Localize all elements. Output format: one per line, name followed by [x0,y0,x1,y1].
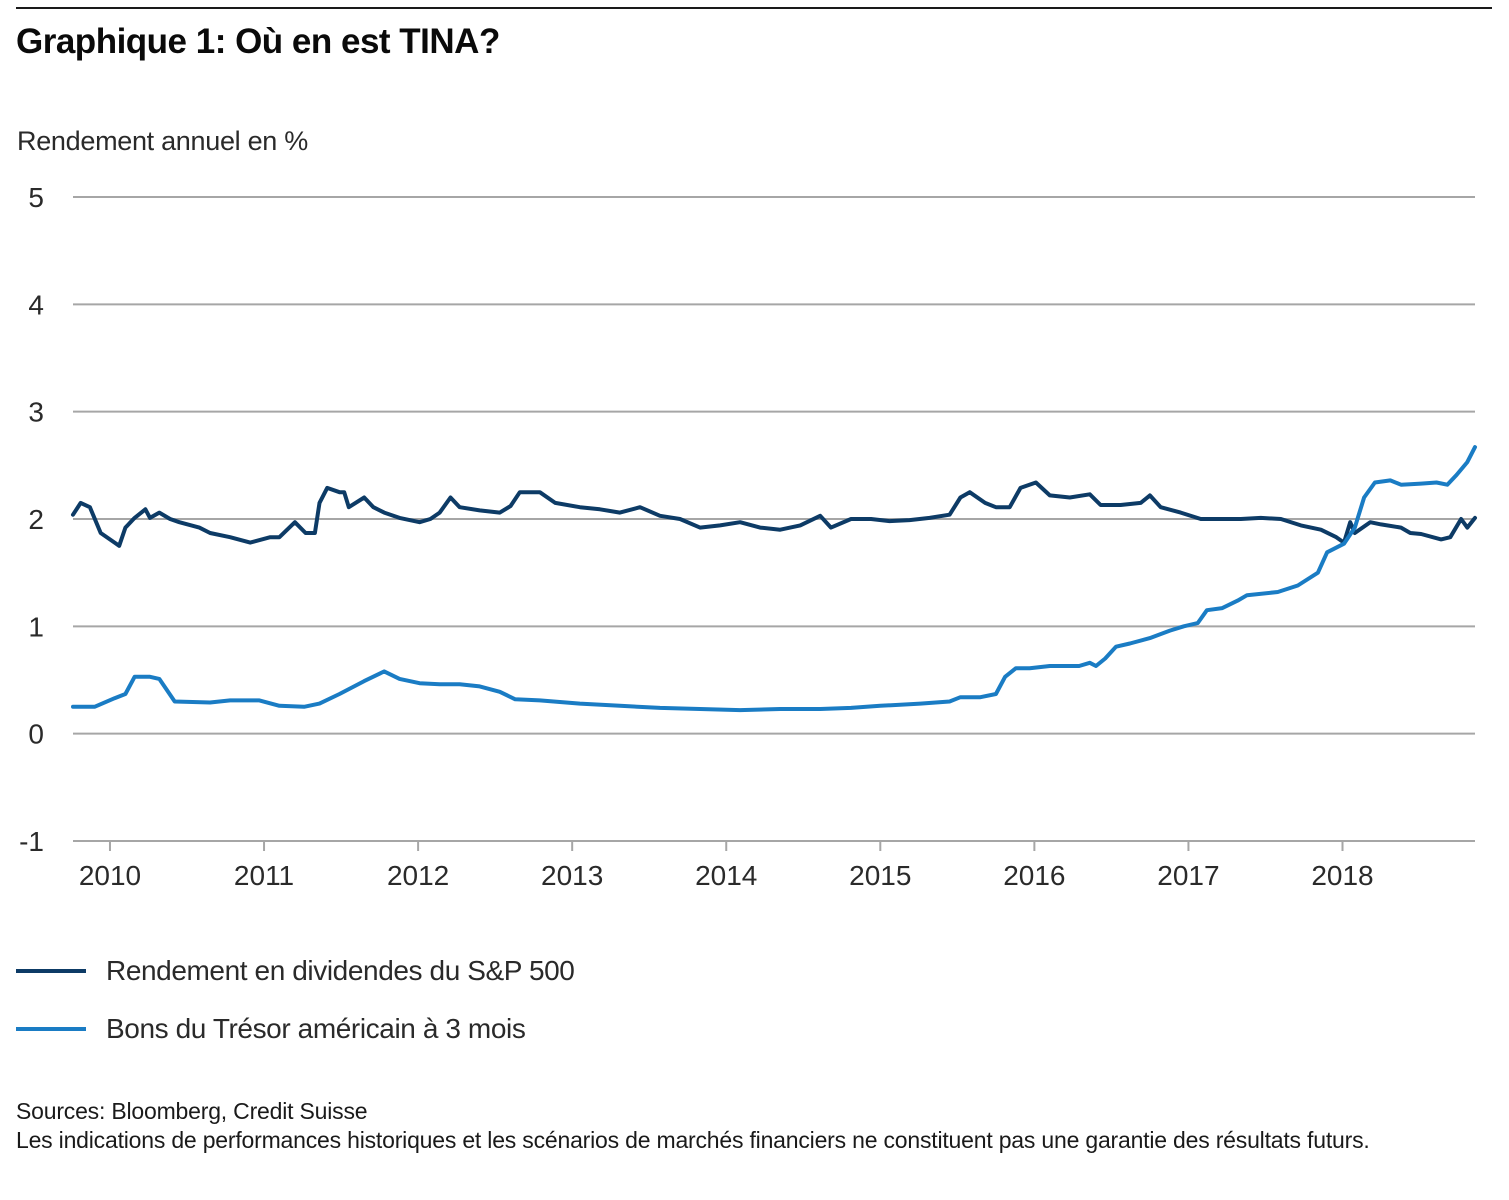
x-tick-label: 2018 [1311,860,1373,891]
x-tick-label: 2015 [849,860,911,891]
y-tick-label: 4 [28,289,44,320]
disclaimer-note: Les indications de performances historiq… [16,1127,1370,1153]
x-axis: 2010 2011 2012 2013 2014 2015 2016 2017 2018 [79,841,1374,891]
series-lines [71,445,1477,713]
sources-note: Sources: Bloomberg, Credit Suisse [16,1098,368,1124]
top-rule [16,7,1492,9]
x-tick-label: 2012 [387,860,449,891]
legend-item-sp500: Rendement en dividendes du S&P 500 [16,942,575,1000]
x-tick-label: 2014 [695,860,757,891]
x-tick-label: 2011 [234,860,294,891]
chart-title: Graphique 1: Où en est TINA? [16,22,500,61]
legend-swatch-sp500 [16,969,86,973]
y-tick-label: 1 [28,611,44,642]
x-tick-label: 2017 [1157,860,1219,891]
y-tick-labels: 5 4 3 2 1 0 -1 [19,182,44,857]
footer: Sources: Bloomberg, Credit Suisse Les in… [16,1097,1436,1155]
y-tick-label: 5 [28,182,44,213]
series-line-sp500 [71,480,1477,548]
y-tick-label: 0 [28,719,44,750]
y-tick-label: 3 [28,397,44,428]
legend-swatch-tbill [16,1027,86,1031]
legend-label-tbill: Bons du Trésor américain à 3 mois [106,1013,526,1044]
legend-item-tbill: Bons du Trésor américain à 3 mois [16,1000,574,1058]
legend: Rendement en dividendes du S&P 500 Bons … [16,942,575,1058]
y-axis-label: Rendement annuel en % [17,126,308,156]
x-tick-label: 2016 [1003,860,1065,891]
y-tick-label: 2 [28,504,44,535]
series-line-tbill [71,445,1477,713]
x-tick-label: 2013 [541,860,603,891]
x-tick-label: 2010 [79,860,141,891]
y-tick-label: -1 [19,826,44,857]
legend-label-sp500: Rendement en dividendes du S&P 500 [106,955,575,986]
